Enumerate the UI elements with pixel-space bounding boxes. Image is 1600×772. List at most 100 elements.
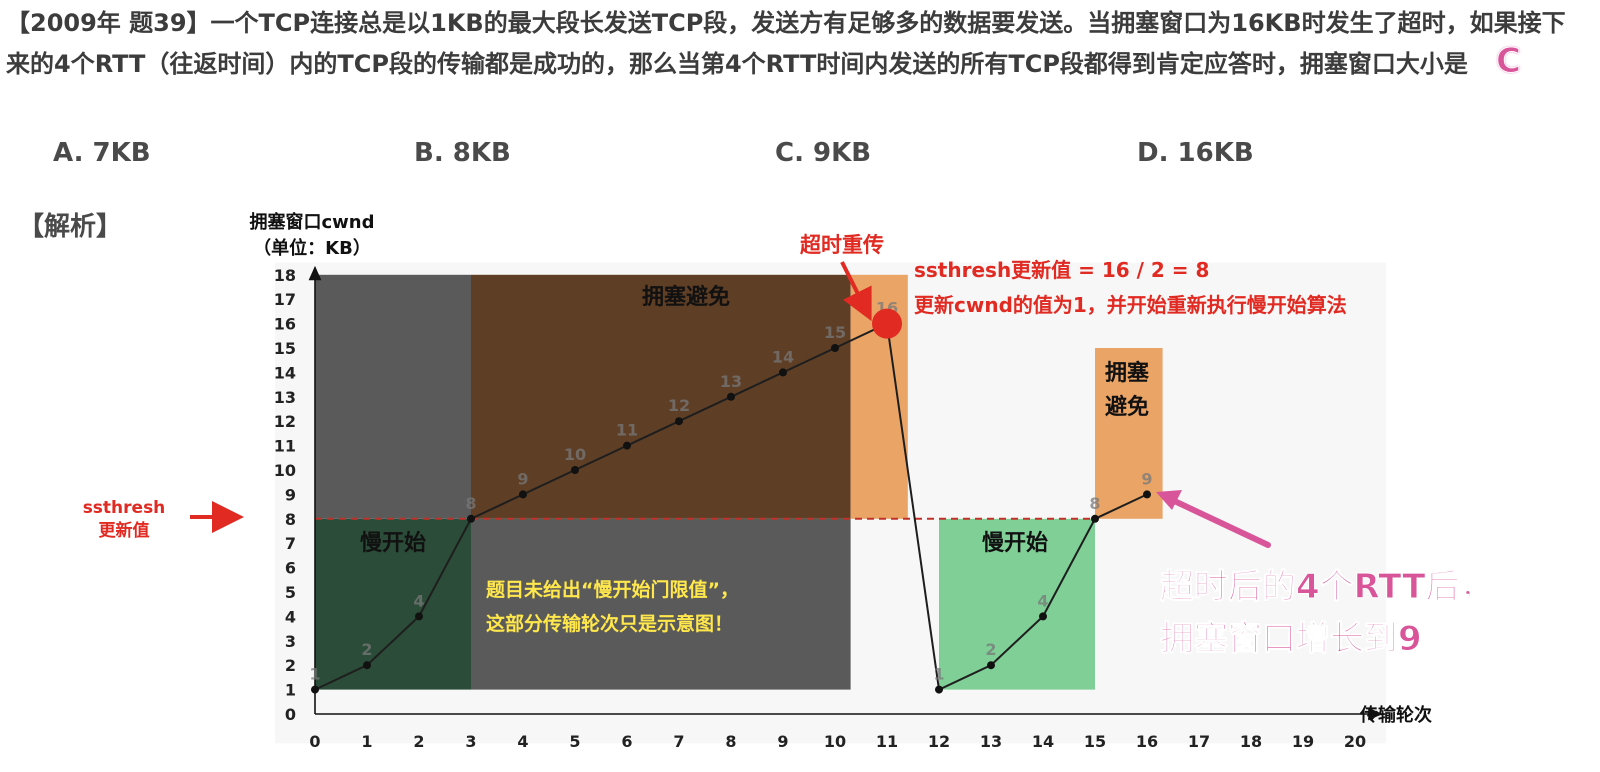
chart-region-6: [1095, 348, 1163, 519]
result-line1: 超时后的4个RTT后，: [1160, 567, 1493, 607]
cwnd-point-label: 13: [720, 372, 742, 391]
x-tick-label: 16: [1136, 732, 1158, 751]
timeout-arrow: [840, 261, 872, 322]
slow-start-2-label: 慢开始: [982, 530, 1048, 556]
cwnd-point-label: 8: [465, 494, 476, 513]
cwnd-point: [363, 661, 371, 670]
answer-mark: C: [1495, 41, 1521, 81]
x-tick-label: 10: [824, 732, 846, 751]
cwnd-point: [415, 612, 423, 621]
cwnd-point-label: 9: [1141, 469, 1152, 488]
question-body: 【2009年 题39】一个TCP连接总是以1KB的最大段长发送TCP段，发送方有…: [6, 9, 1566, 78]
cwnd-point: [831, 344, 839, 352]
cwnd-point-label: 8: [1089, 494, 1100, 513]
x-tick-label: 12: [928, 732, 950, 751]
ssthresh-update-line1: ssthresh更新值 = 16 / 2 = 8: [914, 258, 1209, 282]
y-tick-label: 17: [274, 290, 296, 309]
x-tick-label: 1: [361, 732, 372, 751]
y-tick-label: 8: [285, 510, 296, 529]
y-tick-label: 3: [285, 632, 296, 651]
cwnd-point: [311, 685, 319, 694]
x-tick-label: 11: [876, 732, 898, 751]
congestion-avoidance-2-label-line2: 避免: [1105, 394, 1149, 420]
y-tick-label: 1: [285, 681, 296, 700]
y-tick-label: 12: [274, 412, 296, 431]
y-tick-label: 15: [274, 339, 296, 358]
cwnd-point: [519, 490, 527, 499]
cwnd-point-label: 1: [933, 665, 944, 684]
result-line2: 拥塞窗口增长到9: [1160, 619, 1422, 659]
congestion-avoidance-label: 拥塞避免: [642, 284, 730, 310]
timeout-marker: [872, 308, 902, 339]
x-tick-label: 8: [725, 732, 736, 751]
ssthresh-side-label-line2: 更新值: [99, 520, 150, 541]
y-tick-label: 2: [285, 656, 296, 675]
cwnd-point: [935, 685, 943, 694]
y-tick-label: 4: [285, 607, 296, 626]
x-axis-label: 传输轮次: [1359, 704, 1432, 726]
y-tick-label: 9: [285, 485, 296, 504]
x-tick-label: 13: [980, 732, 1002, 751]
x-tick-label: 15: [1084, 732, 1106, 751]
chart-region-5: [939, 518, 1095, 690]
cwnd-point-label: 2: [361, 640, 372, 659]
x-tick-label: 4: [517, 732, 528, 751]
x-tick-label: 20: [1344, 732, 1366, 751]
x-tick-label: 2: [413, 732, 424, 751]
note-line1: 题目未给出“慢开始门限值”，: [486, 578, 739, 601]
cwnd-point-label: 2: [985, 640, 996, 659]
cwnd-point-label: 11: [616, 421, 638, 440]
y-tick-label: 14: [274, 363, 296, 382]
congestion-avoidance-2-label-line1: 拥塞: [1105, 360, 1150, 386]
x-tick-label: 9: [777, 732, 788, 751]
x-tick-label: 0: [309, 732, 320, 751]
chart-region-0: [471, 274, 851, 519]
x-tick-label: 3: [465, 732, 476, 751]
y-tick-label: 10: [274, 461, 296, 480]
x-tick-label: 6: [621, 732, 632, 751]
cwnd-point-label: 4: [413, 591, 424, 610]
y-tick-label: 6: [285, 559, 296, 578]
y-tick-label: 16: [274, 315, 296, 334]
option-d: D. 16KB: [1137, 138, 1254, 168]
cwnd-point: [987, 661, 995, 670]
x-tick-label: 5: [569, 732, 580, 751]
y-tick-label: 7: [285, 534, 296, 553]
cwnd-point: [675, 417, 683, 426]
cwnd-point: [727, 392, 735, 401]
analysis-label: 【解析】: [18, 212, 123, 242]
cwnd-point-label: 14: [772, 347, 794, 366]
slow-start-label: 慢开始: [360, 530, 426, 556]
question-text: 【2009年 题39】一个TCP连接总是以1KB的最大段长发送TCP段，发送方有…: [6, 4, 1581, 83]
cwnd-point-label: 15: [824, 323, 846, 342]
y-axis-label-line1: 拥塞窗口cwnd: [250, 211, 375, 233]
cwnd-point-label: 10: [564, 445, 586, 464]
y-axis-label-line2: （单位：KB）: [253, 237, 371, 259]
cwnd-point-label: 4: [1037, 591, 1048, 610]
x-tick-label: 14: [1032, 732, 1054, 751]
option-a: A. 7KB: [53, 138, 151, 168]
cwnd-point: [571, 466, 579, 474]
ssthresh-side-label-line1: ssthresh: [83, 498, 166, 518]
cwnd-point: [1091, 514, 1099, 523]
result-arrow-shaft: [1165, 495, 1271, 548]
y-tick-label: 0: [285, 705, 296, 724]
timeout-label: 超时重传: [800, 233, 884, 257]
x-tick-label: 18: [1240, 732, 1262, 751]
y-tick-label: 5: [285, 583, 296, 602]
note-line2: 这部分传输轮次只是示意图！: [486, 612, 733, 635]
cwnd-point-label: 9: [517, 469, 528, 488]
x-tick-label: 17: [1188, 732, 1210, 751]
ssthresh-update-line2: 更新cwnd的值为1，并开始重新执行慢开始算法: [914, 293, 1347, 317]
cwnd-point: [623, 441, 631, 450]
option-b: B. 8KB: [414, 138, 511, 168]
chart-region-2: [315, 274, 471, 519]
cwnd-point: [467, 514, 475, 523]
cwnd-point: [779, 368, 787, 377]
cwnd-point-label: 12: [668, 396, 690, 415]
y-tick-label: 11: [274, 437, 296, 456]
option-c: C. 9KB: [775, 138, 872, 168]
cwnd-point: [1039, 612, 1047, 621]
chart-region-1: [315, 518, 471, 690]
